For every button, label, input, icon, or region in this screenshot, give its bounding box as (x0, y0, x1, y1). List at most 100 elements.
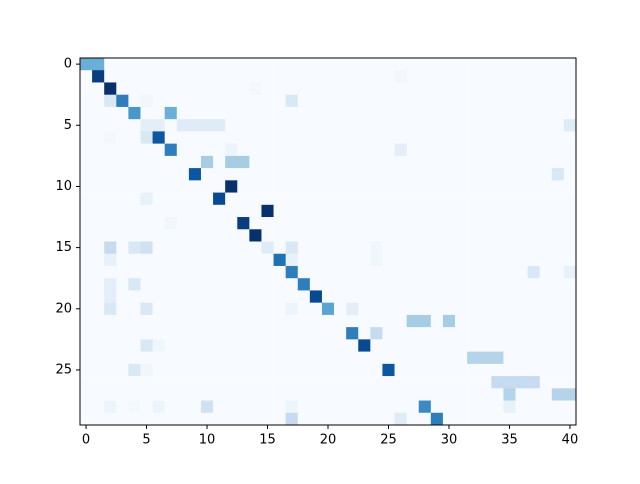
x-tick-label: 20 (320, 433, 337, 448)
cell (309, 290, 323, 303)
cell (527, 155, 541, 169)
cell (370, 314, 383, 328)
cell (515, 180, 528, 193)
cell (200, 192, 214, 206)
cell (261, 168, 274, 181)
cell (116, 131, 129, 144)
cell (176, 302, 190, 316)
cell (297, 82, 311, 95)
cell (491, 168, 504, 181)
cell (80, 94, 93, 108)
cell (527, 94, 541, 108)
cell (370, 131, 383, 144)
cell (527, 339, 541, 352)
cell (152, 278, 165, 291)
cell (140, 314, 153, 328)
cell (321, 351, 335, 365)
cell (479, 229, 492, 242)
cell (176, 339, 190, 352)
cell (249, 106, 262, 120)
cell (261, 278, 274, 291)
cell (297, 106, 311, 120)
cell (467, 106, 480, 120)
cell (188, 217, 202, 230)
cell (551, 204, 565, 218)
cell (455, 363, 468, 377)
cell (225, 241, 238, 255)
cell (128, 131, 141, 144)
cell (370, 339, 383, 352)
cell (394, 217, 407, 230)
cell (140, 58, 153, 71)
cell (563, 376, 577, 389)
cell (152, 180, 165, 193)
cell (309, 265, 323, 279)
cell (467, 278, 480, 291)
cell (539, 290, 553, 303)
cell (225, 106, 238, 120)
cell (261, 351, 274, 365)
cell (80, 376, 93, 389)
cell (370, 143, 383, 157)
cell (539, 217, 553, 230)
cell (261, 204, 274, 218)
cell (334, 363, 347, 377)
cell (200, 180, 214, 193)
cell (140, 131, 153, 144)
cell (261, 180, 274, 193)
cell (273, 155, 286, 169)
cell (418, 70, 432, 83)
cell (273, 388, 286, 401)
cell (321, 131, 335, 144)
cell (382, 106, 395, 120)
cell (551, 217, 565, 230)
cell (430, 229, 444, 242)
cell (92, 265, 105, 279)
cell (225, 314, 238, 328)
cell (430, 339, 444, 352)
cell (225, 253, 238, 267)
cell (467, 290, 480, 303)
cell (249, 58, 262, 71)
cell (503, 327, 516, 340)
cell (370, 388, 383, 401)
cell (321, 400, 335, 414)
cell (479, 302, 492, 316)
cell (261, 376, 274, 389)
cell (455, 327, 468, 340)
cell (213, 119, 226, 132)
cell (430, 253, 444, 267)
cell (418, 253, 432, 267)
cell (200, 204, 214, 218)
cell (225, 363, 238, 377)
cell (346, 106, 359, 120)
cell (406, 290, 420, 303)
cell (346, 131, 359, 144)
cell (394, 314, 407, 328)
cell (358, 351, 371, 365)
cell (116, 192, 129, 206)
cell (479, 314, 492, 328)
cell (116, 155, 129, 169)
cell (321, 204, 335, 218)
cell (140, 192, 153, 206)
cell (188, 351, 202, 365)
cell (188, 143, 202, 157)
cell (442, 290, 456, 303)
y-tick-label: 25 (55, 362, 72, 377)
cell (370, 217, 383, 230)
cell (213, 388, 226, 401)
cell (213, 155, 226, 169)
cell (80, 119, 93, 132)
cell (346, 412, 359, 426)
cell (551, 412, 565, 426)
cell (503, 278, 516, 291)
cell (92, 388, 105, 401)
cell (152, 327, 165, 340)
cell (527, 400, 541, 414)
cell (455, 204, 468, 218)
cell (406, 106, 420, 120)
cell (200, 351, 214, 365)
cell (297, 339, 311, 352)
cell (128, 351, 141, 365)
